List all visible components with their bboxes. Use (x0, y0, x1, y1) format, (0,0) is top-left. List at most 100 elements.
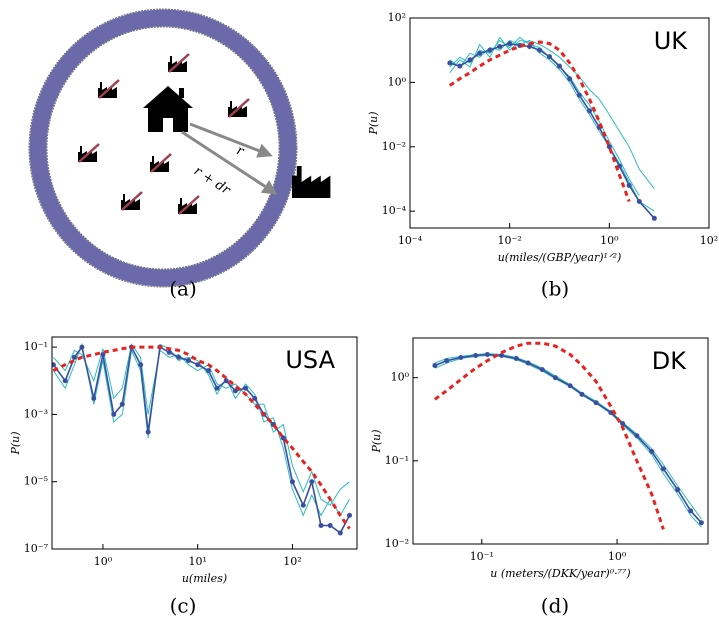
point (487, 47, 493, 53)
y-tick-label: 10⁻⁷ (24, 542, 49, 555)
x-tick-label: 10⁰ (600, 234, 619, 247)
arrow (189, 122, 273, 158)
point (111, 411, 117, 417)
point (626, 182, 632, 188)
x-tick-label: 10² (283, 555, 301, 568)
caption: (d) (541, 594, 569, 618)
point (567, 383, 573, 389)
factory (226, 97, 251, 119)
point (205, 368, 211, 374)
x-axis-label: u(miles/(GBP/year)¹ᐟ²) (498, 251, 622, 264)
point (593, 400, 599, 406)
series-line (449, 36, 640, 197)
point (698, 520, 704, 526)
caption: (a) (169, 277, 197, 301)
point (119, 401, 125, 407)
point (300, 502, 306, 508)
point (457, 63, 463, 69)
factory (96, 78, 121, 100)
y-tick-label: 10⁻¹ (24, 340, 48, 353)
point (145, 429, 151, 435)
point (432, 363, 438, 369)
point (232, 388, 238, 394)
plot (52, 342, 352, 536)
point (223, 378, 229, 384)
point (567, 76, 573, 82)
point (289, 479, 295, 485)
point (214, 385, 220, 391)
point (467, 57, 473, 63)
chart: 10⁰ 10¹ 10² 10⁻¹ 10⁻³ 10⁻⁵ 10⁻⁷ USA u(miles) P(u)… (9, 336, 358, 618)
x-tick-label: 10¹ (188, 555, 206, 568)
plot-frame (412, 337, 709, 545)
x-axis-label: u (meters/(DKK/year)⁰·⁷⁷) (490, 567, 630, 580)
x-tick-label: 10⁻¹ (470, 550, 494, 563)
point (473, 352, 479, 358)
series-line (434, 353, 702, 524)
series-line (52, 345, 351, 530)
series-line (449, 42, 655, 219)
point (477, 50, 483, 56)
chart: 10⁻⁴ 10⁻² 10⁰ 10² 10⁻⁴ 10⁻² 10⁰ 10² UK u(miles/(G… (367, 11, 718, 301)
x-tick-label: 10⁻⁴ (398, 234, 423, 247)
point (525, 360, 531, 366)
chart-title: USA (285, 346, 335, 374)
x-tick-label: 10⁰ (608, 550, 627, 563)
point (499, 352, 505, 358)
point (458, 354, 464, 360)
point (243, 385, 249, 391)
point (620, 421, 626, 427)
point (547, 54, 553, 60)
factory (148, 152, 173, 174)
point (166, 349, 172, 355)
caption: (b) (541, 277, 569, 301)
point (309, 479, 315, 485)
series-line (448, 40, 631, 203)
r-label: r (234, 143, 246, 160)
point (62, 378, 68, 384)
y-tick-label: 10⁻⁵ (24, 475, 48, 488)
point (576, 92, 582, 98)
point (497, 44, 503, 50)
point (318, 522, 324, 528)
point (651, 215, 657, 221)
diagram: r r + dr (a) (28, 8, 331, 301)
point (552, 375, 558, 381)
series-line (434, 353, 702, 520)
point (447, 60, 453, 66)
dr-label: r + dr (191, 164, 233, 199)
y-axis-label: P(u) (370, 429, 383, 453)
chart-title: DK (652, 347, 687, 375)
point (444, 358, 450, 364)
point (688, 508, 694, 514)
y-tick-label: 10⁻² (385, 537, 409, 550)
point (176, 354, 182, 360)
y-tick-label: 10⁻⁴ (382, 204, 407, 217)
y-tick-label: 10⁰ (391, 371, 410, 384)
point (280, 435, 286, 441)
point (138, 362, 144, 368)
point (79, 344, 85, 350)
series-line (434, 341, 665, 530)
point (675, 487, 681, 493)
point (557, 63, 562, 69)
point (337, 530, 343, 536)
point (52, 362, 56, 368)
point (526, 44, 532, 50)
point (507, 41, 513, 47)
ring-edge (28, 8, 298, 288)
series-line (449, 39, 655, 190)
point (636, 198, 642, 204)
y-axis-label: P(u) (9, 431, 22, 455)
point (537, 47, 543, 53)
point (579, 391, 585, 397)
arrow (181, 130, 278, 195)
point (513, 356, 519, 362)
point (634, 433, 640, 439)
point (186, 358, 192, 364)
plot-frame (409, 17, 710, 229)
point (327, 522, 333, 528)
point (649, 448, 655, 454)
point (587, 108, 593, 114)
y-tick-label: 10² (388, 11, 406, 24)
